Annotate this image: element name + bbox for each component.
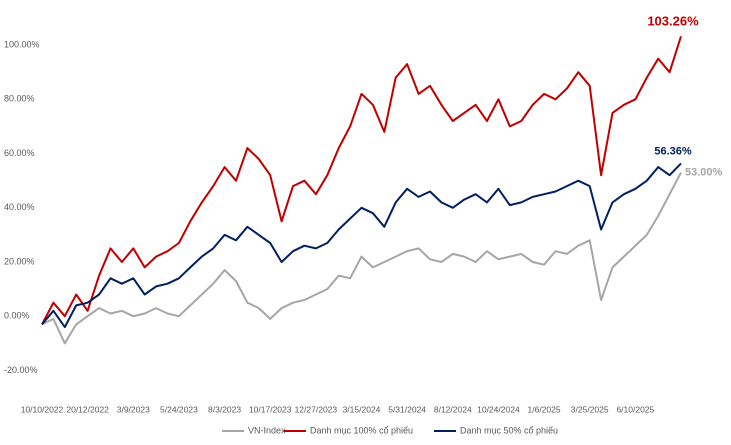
x-tick-label: 6/10/2025 <box>616 404 654 414</box>
legend-label: Danh mục 50% cổ phiếu <box>460 425 558 435</box>
x-tick-label: 5/31/2024 <box>388 404 426 414</box>
value-label: 56.36% <box>654 145 692 157</box>
x-tick-label: 3/25/2025 <box>571 404 609 414</box>
series-line <box>41 162 682 329</box>
y-tick-label: 80.00% <box>4 94 35 104</box>
x-tick-label: 12/27/2023 <box>295 404 338 414</box>
x-tick-label: 10/10/2022 <box>21 404 64 414</box>
x-tick-label: 8/3/2023 <box>208 404 241 414</box>
series-line <box>41 172 682 345</box>
x-tick-label: 1/6/2025 <box>528 404 561 414</box>
y-tick-label: 0.00% <box>4 311 30 321</box>
legend-label: VN-Index <box>248 425 286 435</box>
y-tick-label: 100.00% <box>4 39 40 49</box>
y-tick-label: -20.00% <box>4 365 38 375</box>
x-tick-label: 3/15/2024 <box>343 404 381 414</box>
x-tick-label: 10/17/2023 <box>249 404 292 414</box>
x-tick-label: 5/24/2023 <box>160 404 198 414</box>
y-tick-label: 20.00% <box>4 256 35 266</box>
series-line <box>41 35 682 325</box>
value-label: 103.26% <box>647 14 699 29</box>
x-tick-label: 8/12/2024 <box>434 404 472 414</box>
value-label: 53.00% <box>685 166 723 178</box>
x-tick-label: 20/12/2022 <box>66 404 109 414</box>
y-tick-label: 40.00% <box>4 202 35 212</box>
x-tick-label: 3/9/2023 <box>117 404 150 414</box>
legend-label: Danh mục 100% cổ phiếu <box>310 425 413 435</box>
y-tick-label: 60.00% <box>4 148 35 158</box>
x-tick-label: 10/24/2024 <box>477 404 520 414</box>
